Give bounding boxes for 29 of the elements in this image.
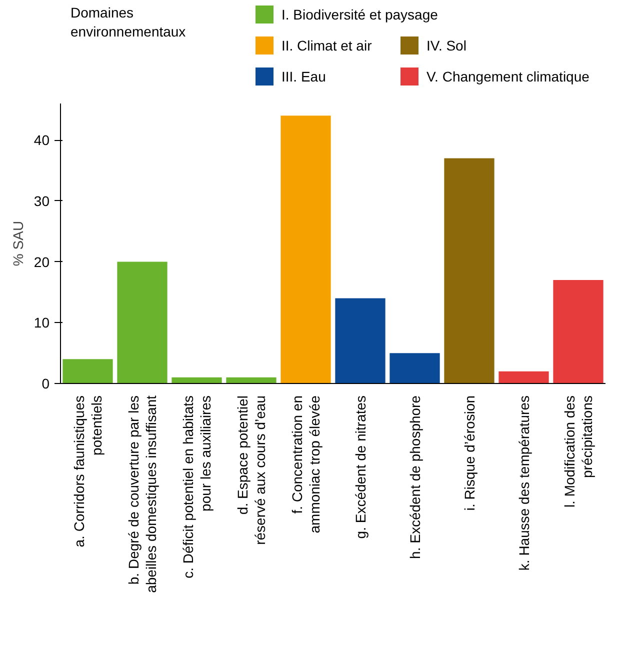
bar [117,262,168,384]
y-tick-label: 0 [42,376,50,392]
bar [62,359,113,384]
bar [172,377,222,384]
y-tick-label: 30 [34,192,50,209]
bar [226,377,276,384]
legend-label: III. Eau [282,68,326,84]
y-tick-label: 20 [34,254,50,270]
x-tick-label: h. Excédent de phosphore [406,395,423,559]
x-tick-label: c. Déficit potentiel en habitats pour les auxiliaires [180,395,214,578]
x-tick-label: f. Concentration en ammoniac trop élevée [288,395,323,534]
y-axis-title: % SAU [10,220,26,266]
legend-label: I. Biodiversité et paysage [282,6,438,22]
y-tick-label: 40 [34,132,50,148]
legend-label: V. Changement climatique [426,68,590,84]
bar [335,298,386,384]
bar [498,371,549,384]
legend-label: IV. Sol [426,38,466,54]
x-tick-label: k. Hausse des températures [516,395,532,571]
legend-label: II. Climat et air [282,38,372,54]
legend-title: Domaines environnementaux [70,4,186,40]
bar [553,280,604,384]
x-tick-label: a. Corridors faunistiques potentiels [70,395,105,548]
x-tick-label: i. Risque d’érosion [461,396,478,511]
bar [280,116,331,384]
x-tick-label: g. Excédent de nitrates [352,395,368,539]
bar [444,158,494,384]
bar [390,353,440,384]
y-tick-label: 10 [34,314,50,331]
